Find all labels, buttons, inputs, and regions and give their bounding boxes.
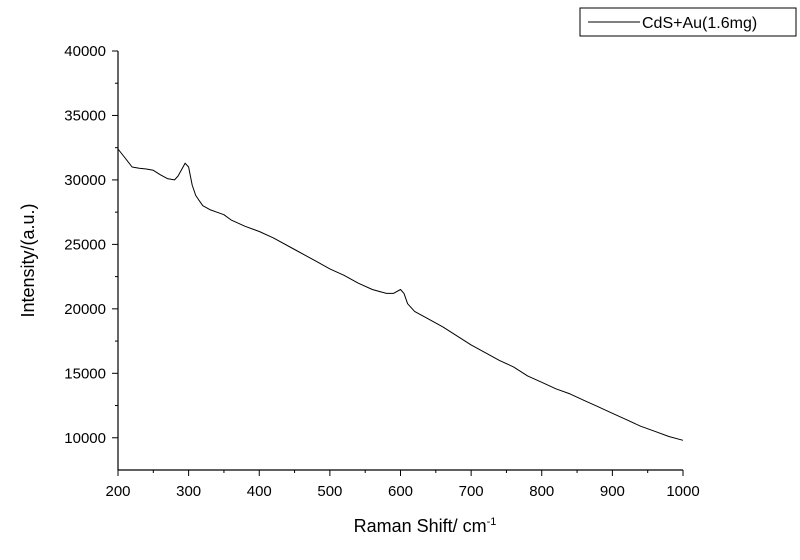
y-tick-label: 20000	[64, 301, 106, 318]
x-tick-label: 400	[247, 483, 272, 500]
x-axis-title-text: Raman Shift/ cm	[354, 516, 487, 536]
x-axis-title: Raman Shift/ cm-1	[354, 516, 497, 536]
tick-layer: 200 300 400 500 600 700 800 900 1000 10000 15000 20…	[64, 43, 699, 500]
x-tick-label: 300	[176, 483, 201, 500]
x-tick-label: 200	[105, 483, 130, 500]
legend-label: CdS+Au(1.6mg)	[642, 15, 757, 32]
x-tick-label: 600	[388, 483, 413, 500]
x-tick-label: 500	[317, 483, 342, 500]
x-tick-label: 700	[459, 483, 484, 500]
y-tick-label: 40000	[64, 43, 106, 60]
x-tick-label: 800	[529, 483, 554, 500]
y-tick-label: 35000	[64, 107, 106, 124]
y-tick-label: 25000	[64, 236, 106, 253]
x-tick-label: 1000	[666, 483, 699, 500]
y-tick-label: 10000	[64, 430, 106, 447]
legend: CdS+Au(1.6mg)	[579, 7, 797, 37]
y-axis-title: Intensity/(a.u.)	[18, 203, 38, 317]
y-tick-label: 15000	[64, 365, 106, 382]
series-line-0	[117, 148, 684, 441]
x-axis-title-superscript: -1	[487, 516, 497, 528]
y-tick-label: 30000	[64, 172, 106, 189]
series-layer	[117, 148, 684, 441]
x-tick-label: 900	[600, 483, 625, 500]
